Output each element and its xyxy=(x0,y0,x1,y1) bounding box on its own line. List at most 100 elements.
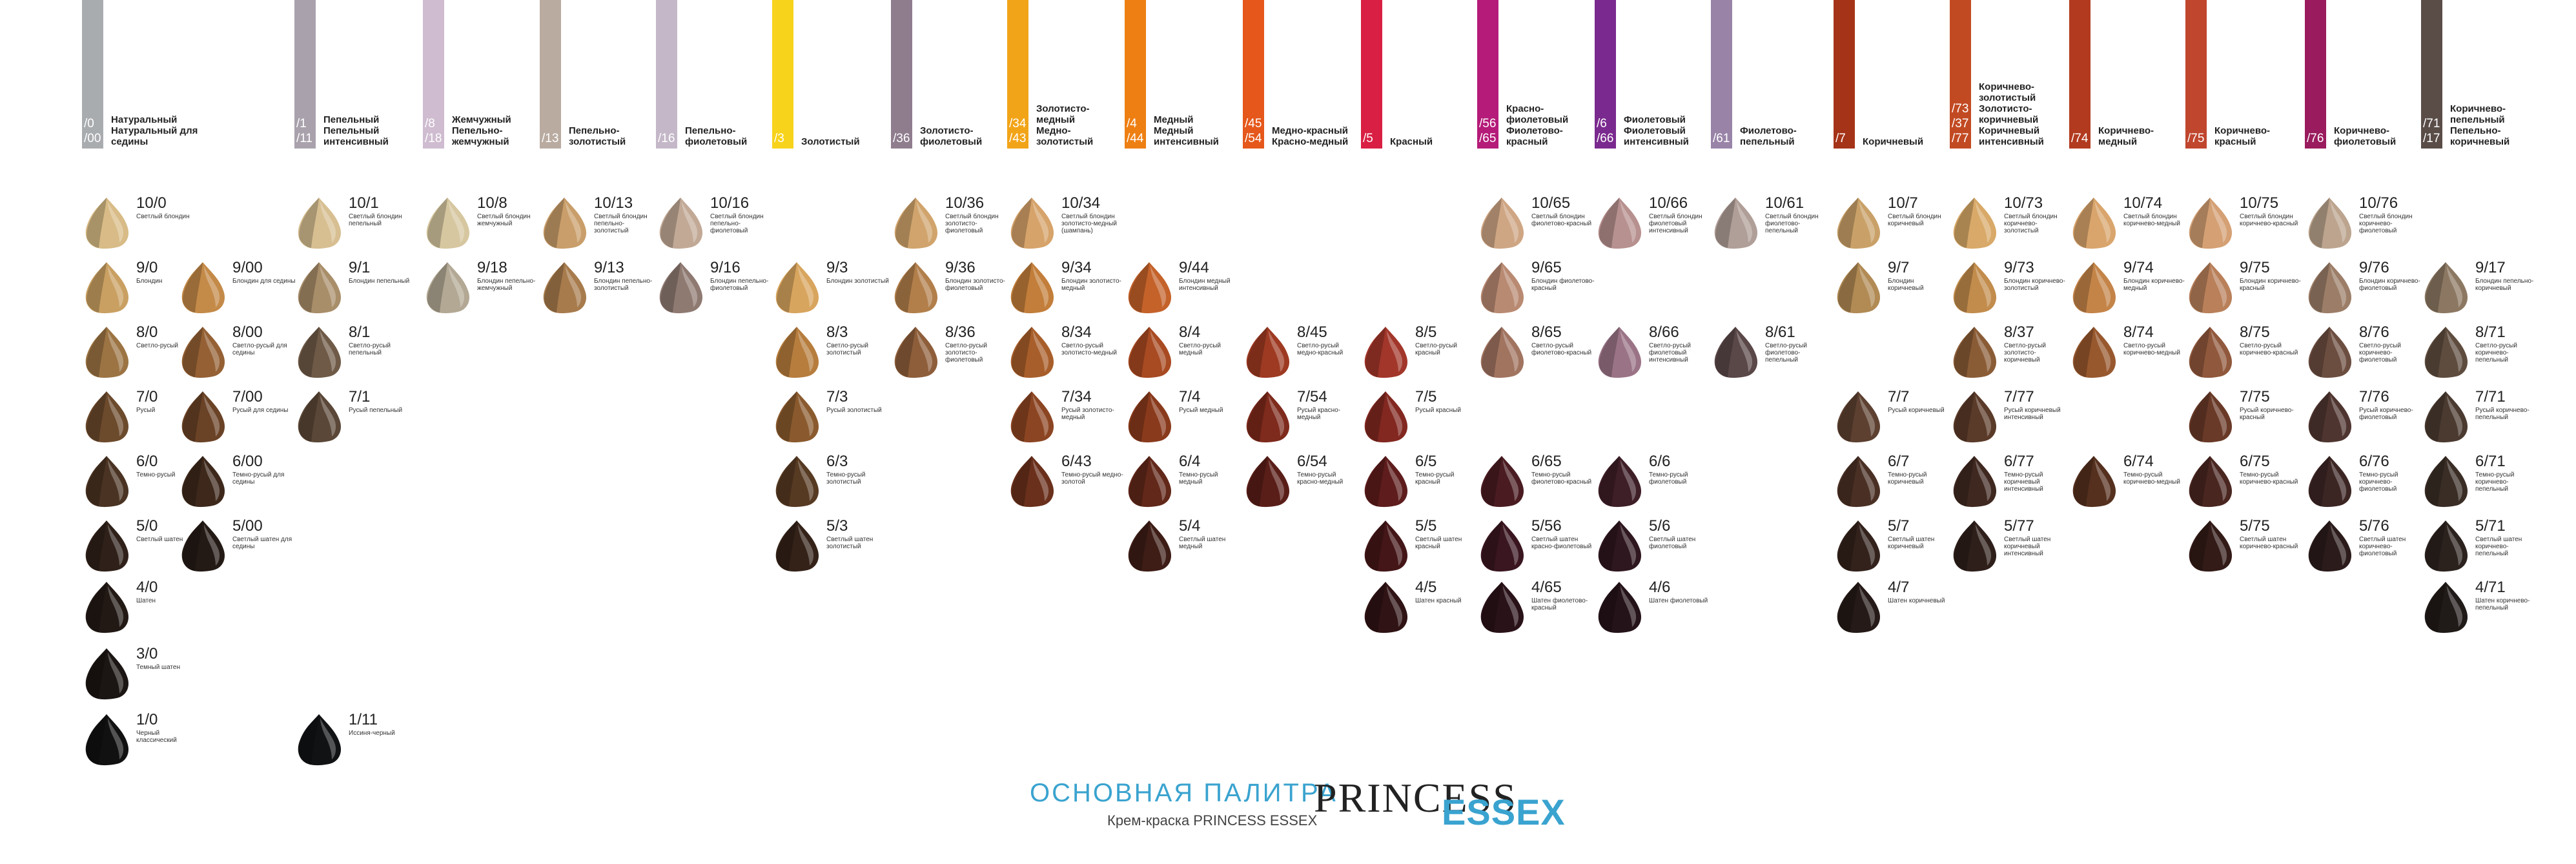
shade-swatch[interactable]: 10/73 Светлый блондин коричнево-золотисты… xyxy=(1950,194,2069,252)
shade-swatch[interactable]: 7/76 Русый коричнево-фиолетовый xyxy=(2305,387,2424,446)
shade-swatch[interactable]: 4/7 Шатен коричневый xyxy=(1834,578,1953,636)
shade-swatch[interactable]: 7/00 Русый для седины xyxy=(178,387,298,446)
shade-swatch[interactable]: 5/71 Светлый шатен коричнево-пепельный xyxy=(2421,517,2540,575)
shade-swatch[interactable]: 9/0 Блондин xyxy=(82,258,201,316)
shade-swatch[interactable]: 7/77 Русый коричневый интенсивный xyxy=(1950,387,2069,446)
shade-swatch[interactable]: 7/0 Русый xyxy=(82,387,201,446)
shade-swatch[interactable]: 9/36 Блондин золотисто-фиолетовый xyxy=(891,258,1010,316)
shade-swatch[interactable]: 9/65 Блондин фиолетово-красный xyxy=(1477,258,1597,316)
shade-swatch[interactable]: 8/66 Светло-русый фиолетовый интенсивный xyxy=(1595,323,1714,381)
shade-swatch[interactable]: 5/3 Светлый шатен золотистый xyxy=(772,517,892,575)
shade-swatch[interactable]: 10/0 Светлый блондин xyxy=(82,194,201,252)
shade-swatch[interactable]: 8/4 Светло-русый медный xyxy=(1125,323,1244,381)
shade-swatch[interactable]: 9/34 Блондин золотисто-медный xyxy=(1007,258,1127,316)
shade-swatch[interactable]: 10/13 Светлый блондин пепельно-золотистый xyxy=(540,194,659,252)
shade-swatch[interactable]: 10/61 Светлый блондин фиолетово-пепельный xyxy=(1711,194,1830,252)
shade-swatch[interactable]: 9/76 Блондин коричнево-фиолетовый xyxy=(2305,258,2424,316)
shade-swatch[interactable]: 6/3 Темно-русый золотистый xyxy=(772,452,892,510)
shade-swatch[interactable]: 8/45 Светло-русый медно-красный xyxy=(1243,323,1362,381)
shade-swatch[interactable]: 6/4 Темно-русый медный xyxy=(1125,452,1244,510)
shade-swatch[interactable]: 9/74 Блондин коричнево-медный xyxy=(2069,258,2189,316)
shade-swatch[interactable]: 8/0 Светло-русый xyxy=(82,323,201,381)
shade-swatch[interactable]: 6/0 Темно-русый xyxy=(82,452,201,510)
shade-swatch[interactable]: 10/74 Светлый блондин коричнево-медный xyxy=(2069,194,2189,252)
shade-swatch[interactable]: 9/17 Блондин пепельно-коричневый xyxy=(2421,258,2540,316)
shade-swatch[interactable]: 10/34 Светлый блондин золотисто-медный (ш… xyxy=(1007,194,1127,252)
shade-swatch[interactable]: 6/54 Темно-русый красно-медный xyxy=(1243,452,1362,510)
shade-swatch[interactable]: 9/73 Блондин коричнево-золотистый xyxy=(1950,258,2069,316)
shade-swatch[interactable]: 10/76 Светлый блондин коричнево-фиолетовы… xyxy=(2305,194,2424,252)
shade-swatch[interactable]: 4/0 Шатен xyxy=(82,578,201,636)
shade-swatch[interactable]: 6/71 Темно-русый коричнево-пепельный xyxy=(2421,452,2540,510)
shade-swatch[interactable]: 7/3 Русый золотистый xyxy=(772,387,892,446)
shade-swatch[interactable]: 6/5 Темно-русый красный xyxy=(1361,452,1480,510)
shade-swatch[interactable]: 5/4 Светлый шатен медный xyxy=(1125,517,1244,575)
shade-swatch[interactable]: 8/00 Светло-русый для седины xyxy=(178,323,298,381)
shade-swatch[interactable]: 9/44 Блондин медный интенсивный xyxy=(1125,258,1244,316)
shade-swatch[interactable]: 10/1 Светлый блондин пепельный xyxy=(294,194,414,252)
shade-swatch[interactable]: 4/6 Шатен фиолетовый xyxy=(1595,578,1714,636)
shade-swatch[interactable]: 7/75 Русый коричнево-красный xyxy=(2185,387,2305,446)
shade-swatch[interactable]: 8/37 Светло-русый золотисто-коричневый xyxy=(1950,323,2069,381)
shade-swatch[interactable]: 10/75 Светлый блондин коричнево-красный xyxy=(2185,194,2305,252)
shade-swatch[interactable]: 8/3 Светло-русый золотистый xyxy=(772,323,892,381)
shade-swatch[interactable]: 5/75 Светлый шатен коричнево-красный xyxy=(2185,517,2305,575)
shade-swatch[interactable]: 9/13 Блондин пепельно-золотистый xyxy=(540,258,659,316)
shade-swatch[interactable]: 7/71 Русый коричнево-пепельный xyxy=(2421,387,2540,446)
shade-swatch[interactable]: 8/1 Светло-русый пепельный xyxy=(294,323,414,381)
shade-swatch[interactable]: 8/65 Светло-русый фиолетово-красный xyxy=(1477,323,1597,381)
shade-swatch[interactable]: 5/6 Светлый шатен фиолетовый xyxy=(1595,517,1714,575)
shade-swatch[interactable]: 9/1 Блондин пепельный xyxy=(294,258,414,316)
shade-description: Темно-русый медный xyxy=(1179,471,1218,486)
shade-swatch[interactable]: 9/75 Блондин коричнево-красный xyxy=(2185,258,2305,316)
shade-swatch[interactable]: 7/34 Русый золотисто-медный xyxy=(1007,387,1127,446)
shade-swatch[interactable]: 7/1 Русый пепельный xyxy=(294,387,414,446)
shade-swatch[interactable]: 6/43 Темно-русый медно-золотой xyxy=(1007,452,1127,510)
shade-swatch[interactable]: 4/71 Шатен коричнево-пепельный xyxy=(2421,578,2540,636)
shade-swatch[interactable]: 5/00 Светлый шатен для седины xyxy=(178,517,298,575)
shade-swatch[interactable]: 7/7 Русый коричневый xyxy=(1834,387,1953,446)
shade-swatch[interactable]: 5/76 Светлый шатен коричнево-фиолетовый xyxy=(2305,517,2424,575)
shade-swatch[interactable]: 8/36 Светло-русый золотисто-фиолетовый xyxy=(891,323,1010,381)
shade-swatch[interactable]: 10/8 Светлый блондин жемчужный xyxy=(423,194,542,252)
shade-swatch[interactable]: 4/65 Шатен фиолетово-красный xyxy=(1477,578,1597,636)
shade-swatch[interactable]: 6/7 Темно-русый коричневый xyxy=(1834,452,1953,510)
shade-swatch[interactable]: 6/74 Темно-русый коричнево-медный xyxy=(2069,452,2189,510)
shade-swatch[interactable]: 8/34 Светло-русый золотисто-медный xyxy=(1007,323,1127,381)
shade-swatch[interactable]: 8/75 Светло-русый коричнево-красный xyxy=(2185,323,2305,381)
shade-swatch[interactable]: 3/0 Темный шатен xyxy=(82,644,201,703)
shade-swatch[interactable]: 6/77 Темно-русый коричневый интенсивный xyxy=(1950,452,2069,510)
shade-swatch[interactable]: 6/6 Темно-русый фиолетовый xyxy=(1595,452,1714,510)
shade-swatch[interactable]: 8/5 Светло-русый красный xyxy=(1361,323,1480,381)
shade-swatch[interactable]: 5/5 Светлый шатен красный xyxy=(1361,517,1480,575)
shade-swatch[interactable]: 5/77 Светлый шатен коричневый интенсивный xyxy=(1950,517,2069,575)
shade-swatch[interactable]: 9/00 Блондин для седины xyxy=(178,258,298,316)
shade-swatch[interactable]: 10/36 Светлый блондин золотисто-фиолетовы… xyxy=(891,194,1010,252)
shade-swatch[interactable]: 1/11 Иссиня-черный xyxy=(294,710,414,768)
shade-swatch[interactable]: 8/76 Светло-русый коричнево-фиолетовый xyxy=(2305,323,2424,381)
shade-swatch[interactable]: 7/4 Русый медный xyxy=(1125,387,1244,446)
shade-swatch[interactable]: 9/7 Блондин коричневый xyxy=(1834,258,1953,316)
shade-swatch[interactable]: 10/65 Светлый блондин фиолетово-красный xyxy=(1477,194,1597,252)
shade-swatch[interactable]: 9/18 Блондин пепельно-жемчужный xyxy=(423,258,542,316)
shade-swatch[interactable]: 10/16 Светлый блондин пепельно-фиолетовый xyxy=(656,194,775,252)
shade-swatch[interactable]: 5/0 Светлый шатен xyxy=(82,517,201,575)
shade-swatch[interactable]: 6/75 Темно-русый коричнево-красный xyxy=(2185,452,2305,510)
shade-swatch[interactable]: 9/16 Блондин пепельно-фиолетовый xyxy=(656,258,775,316)
shade-swatch[interactable]: 8/74 Светло-русый коричнево-медный xyxy=(2069,323,2189,381)
shade-swatch[interactable]: 6/65 Темно-русый фиолетово-красный xyxy=(1477,452,1597,510)
shade-swatch[interactable]: 5/7 Светлый шатен коричневый xyxy=(1834,517,1953,575)
shade-swatch[interactable]: 8/71 Светло-русый коричнево-пепельный xyxy=(2421,323,2540,381)
shade-swatch[interactable]: 5/56 Светлый шатен красно-фиолетовый xyxy=(1477,517,1597,575)
shade-swatch[interactable]: 9/3 Блондин золотистый xyxy=(772,258,892,316)
shade-swatch[interactable]: 10/66 Светлый блондин фиолетовый интенсив… xyxy=(1595,194,1714,252)
shade-swatch[interactable]: 7/54 Русый красно-медный xyxy=(1243,387,1362,446)
shade-swatch[interactable]: 7/5 Русый красный xyxy=(1361,387,1480,446)
shade-number: 5/6 xyxy=(1649,517,1671,535)
shade-swatch[interactable]: 10/7 Светлый блондин коричневый xyxy=(1834,194,1953,252)
shade-swatch[interactable]: 6/76 Темно-русый коричнево-фиолетовый xyxy=(2305,452,2424,510)
shade-swatch[interactable]: 6/00 Темно-русый для седины xyxy=(178,452,298,510)
shade-swatch[interactable]: 8/61 Светло-русый фиолетово-пепельный xyxy=(1711,323,1830,381)
shade-swatch[interactable]: 4/5 Шатен красный xyxy=(1361,578,1480,636)
shade-swatch[interactable]: 1/0 Черный классический xyxy=(82,710,201,768)
